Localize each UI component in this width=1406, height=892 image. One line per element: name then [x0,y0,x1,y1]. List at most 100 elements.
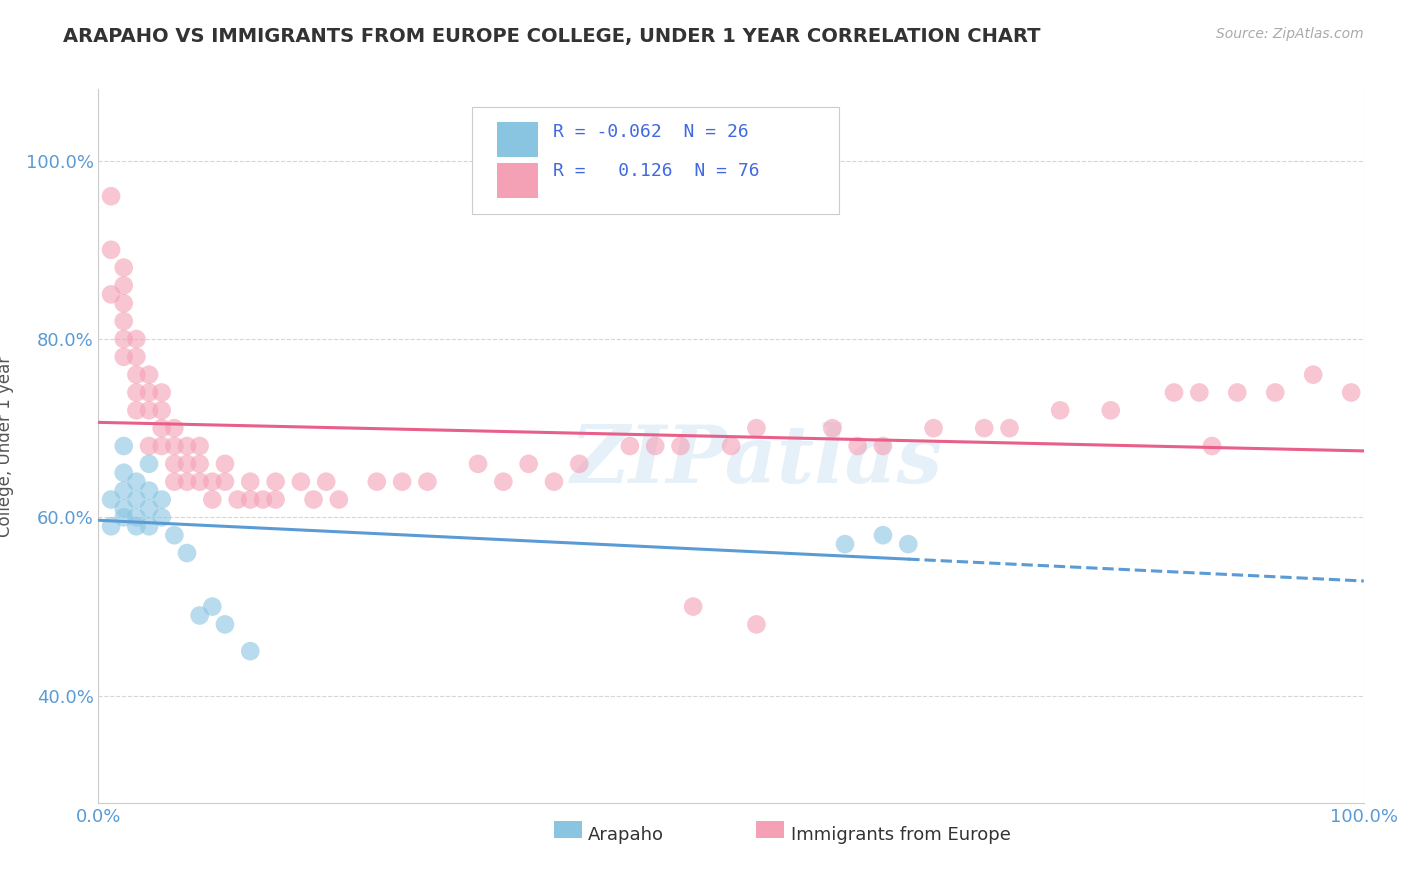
Immigrants from Europe [252,492,274,507]
Immigrants from Europe [821,421,844,435]
Arapaho [163,528,186,542]
Text: R = -0.062  N = 26: R = -0.062 N = 26 [553,123,748,142]
Immigrants from Europe [112,278,135,293]
Immigrants from Europe [745,617,768,632]
Arapaho [112,466,135,480]
Immigrants from Europe [745,421,768,435]
Immigrants from Europe [150,403,173,417]
Immigrants from Europe [543,475,565,489]
Bar [756,821,785,838]
Immigrants from Europe [138,403,160,417]
Immigrants from Europe [568,457,591,471]
Immigrants from Europe [1264,385,1286,400]
Arapaho [188,608,211,623]
FancyBboxPatch shape [471,107,838,214]
Immigrants from Europe [138,368,160,382]
Immigrants from Europe [163,475,186,489]
Arapaho [100,492,122,507]
Immigrants from Europe [416,475,439,489]
Immigrants from Europe [669,439,692,453]
Arapaho [150,510,173,524]
Immigrants from Europe [239,475,262,489]
Immigrants from Europe [328,492,350,507]
Immigrants from Europe [125,368,148,382]
Immigrants from Europe [1163,385,1185,400]
Immigrants from Europe [1099,403,1122,417]
Immigrants from Europe [315,475,337,489]
Arapaho [239,644,262,658]
Immigrants from Europe [125,350,148,364]
Immigrants from Europe [391,475,413,489]
Immigrants from Europe [1049,403,1071,417]
Immigrants from Europe [264,492,287,507]
Immigrants from Europe [112,332,135,346]
Immigrants from Europe [150,385,173,400]
Immigrants from Europe [112,296,135,310]
Immigrants from Europe [1201,439,1223,453]
Immigrants from Europe [467,457,489,471]
Immigrants from Europe [201,492,224,507]
Arapaho [112,510,135,524]
Immigrants from Europe [366,475,388,489]
Immigrants from Europe [1226,385,1249,400]
Immigrants from Europe [517,457,540,471]
Immigrants from Europe [720,439,742,453]
Arapaho [112,483,135,498]
Immigrants from Europe [872,439,894,453]
Immigrants from Europe [138,385,160,400]
Immigrants from Europe [163,439,186,453]
Immigrants from Europe [302,492,325,507]
Arapaho [150,492,173,507]
Immigrants from Europe [644,439,666,453]
Immigrants from Europe [239,492,262,507]
Immigrants from Europe [176,475,198,489]
Immigrants from Europe [1188,385,1211,400]
Arapaho [176,546,198,560]
Immigrants from Europe [188,439,211,453]
Bar [554,821,582,838]
Y-axis label: College, Under 1 year: College, Under 1 year [0,355,14,537]
Immigrants from Europe [112,314,135,328]
Arapaho [834,537,856,551]
Immigrants from Europe [100,189,122,203]
Arapaho [214,617,236,632]
Text: ZIPatlas: ZIPatlas [571,422,942,499]
Arapaho [125,492,148,507]
Immigrants from Europe [998,421,1021,435]
Immigrants from Europe [922,421,945,435]
Immigrants from Europe [100,287,122,301]
Arapaho [138,519,160,533]
Immigrants from Europe [125,403,148,417]
Text: Immigrants from Europe: Immigrants from Europe [790,826,1011,845]
Immigrants from Europe [112,260,135,275]
Immigrants from Europe [125,385,148,400]
Immigrants from Europe [973,421,995,435]
Arapaho [138,501,160,516]
Arapaho [138,457,160,471]
Immigrants from Europe [1302,368,1324,382]
Bar [498,122,537,157]
Immigrants from Europe [846,439,869,453]
Text: Arapaho: Arapaho [588,826,664,845]
Immigrants from Europe [163,421,186,435]
Immigrants from Europe [176,439,198,453]
Immigrants from Europe [163,457,186,471]
Bar [498,162,537,198]
Immigrants from Europe [176,457,198,471]
Immigrants from Europe [100,243,122,257]
Text: ARAPAHO VS IMMIGRANTS FROM EUROPE COLLEGE, UNDER 1 YEAR CORRELATION CHART: ARAPAHO VS IMMIGRANTS FROM EUROPE COLLEG… [63,27,1040,45]
Immigrants from Europe [619,439,641,453]
Immigrants from Europe [492,475,515,489]
Immigrants from Europe [188,457,211,471]
Arapaho [100,519,122,533]
Immigrants from Europe [682,599,704,614]
Arapaho [872,528,894,542]
Arapaho [125,510,148,524]
Immigrants from Europe [290,475,312,489]
Immigrants from Europe [138,439,160,453]
Text: R =   0.126  N = 76: R = 0.126 N = 76 [553,162,759,180]
Immigrants from Europe [214,475,236,489]
Immigrants from Europe [125,332,148,346]
Immigrants from Europe [201,475,224,489]
Arapaho [112,501,135,516]
